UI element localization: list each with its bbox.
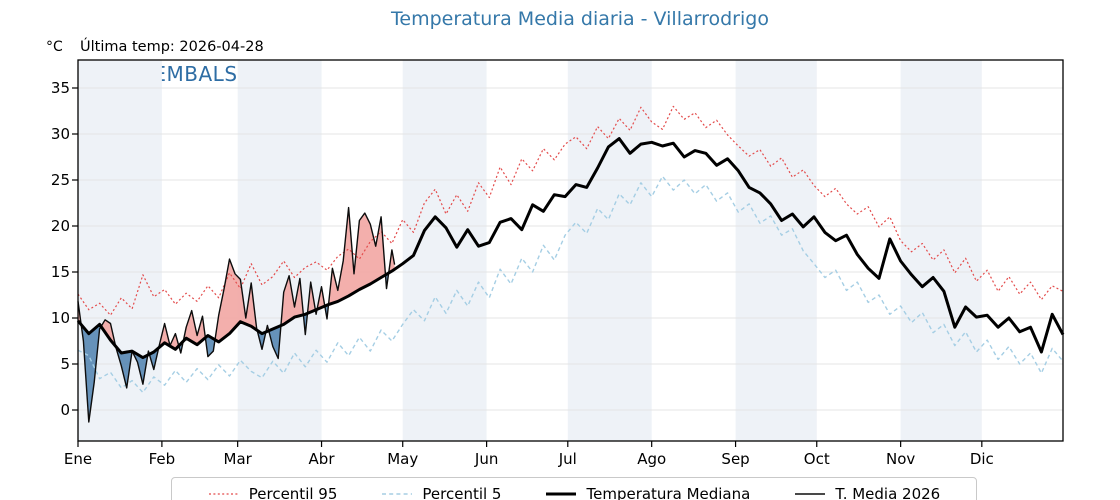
month-band-Mar	[237, 60, 322, 441]
legend-line-sample	[546, 492, 577, 496]
mediana-line	[76, 137, 1065, 360]
x-tick-label-Mar: Mar	[223, 450, 252, 468]
month-band-Nov	[900, 60, 982, 441]
legend-label: Percentil 95	[248, 485, 338, 500]
y-tick-label-25: 25	[50, 171, 70, 189]
x-tick-label-May: May	[387, 450, 419, 468]
x-tick-label-Sep: Sep	[721, 450, 750, 468]
p95-line	[77, 105, 1064, 316]
x-tick-label-Ene: Ene	[63, 450, 93, 468]
y-tick-label-5: 5	[60, 355, 70, 373]
p5-line	[77, 175, 1064, 394]
y-tick-label-20: 20	[50, 217, 70, 235]
temperature-chart-svg	[72, 59, 1065, 447]
x-tick-label-Dic: Dic	[969, 450, 994, 468]
last-temp-date-label: Última temp: 2026-04-28	[80, 39, 264, 55]
y-tick-label-35: 35	[50, 79, 70, 97]
month-band-Jul	[567, 60, 652, 441]
legend-item-temperatura-mediana: Temperatura Mediana	[545, 485, 750, 500]
legend-label: T. Media 2026	[835, 485, 941, 500]
legend-item-percentil-95: Percentil 95	[208, 485, 338, 500]
y-tick-label-30: 30	[50, 125, 70, 143]
legend-item-percentil-5: Percentil 5	[381, 485, 501, 500]
chart-legend: Percentil 95 Percentil 5 Temperatura Media…	[171, 477, 977, 500]
legend-item-t-media-2026: T. Media 2026	[794, 485, 940, 500]
plot-frame	[77, 59, 1064, 442]
x-tick-label-Abr: Abr	[308, 450, 335, 468]
y-axis-unit-label: °C	[46, 39, 63, 55]
x-tick-label-Jun: Jun	[474, 450, 499, 468]
legend-label: Temperatura Mediana	[586, 485, 751, 500]
month-band-Sep	[735, 60, 817, 441]
legend-line-sample	[382, 493, 413, 495]
x-tick-label-Feb: Feb	[148, 450, 176, 468]
chart-title: Temperatura Media diaria - Villarrodrigo	[391, 8, 769, 30]
legend-label: Percentil 5	[422, 485, 502, 500]
legend-line-sample	[208, 493, 239, 495]
y-tick-label-10: 10	[50, 309, 70, 327]
y-tick-label-0: 0	[60, 401, 70, 419]
x-tick-label-Nov: Nov	[885, 450, 916, 468]
t-media-2026-line	[77, 206, 396, 423]
y-tick-label-15: 15	[50, 263, 70, 281]
x-tick-label-Oct: Oct	[803, 450, 830, 468]
x-tick-label-Ago: Ago	[637, 450, 667, 468]
legend-line-sample	[795, 493, 826, 495]
x-tick-label-Jul: Jul	[558, 450, 577, 468]
